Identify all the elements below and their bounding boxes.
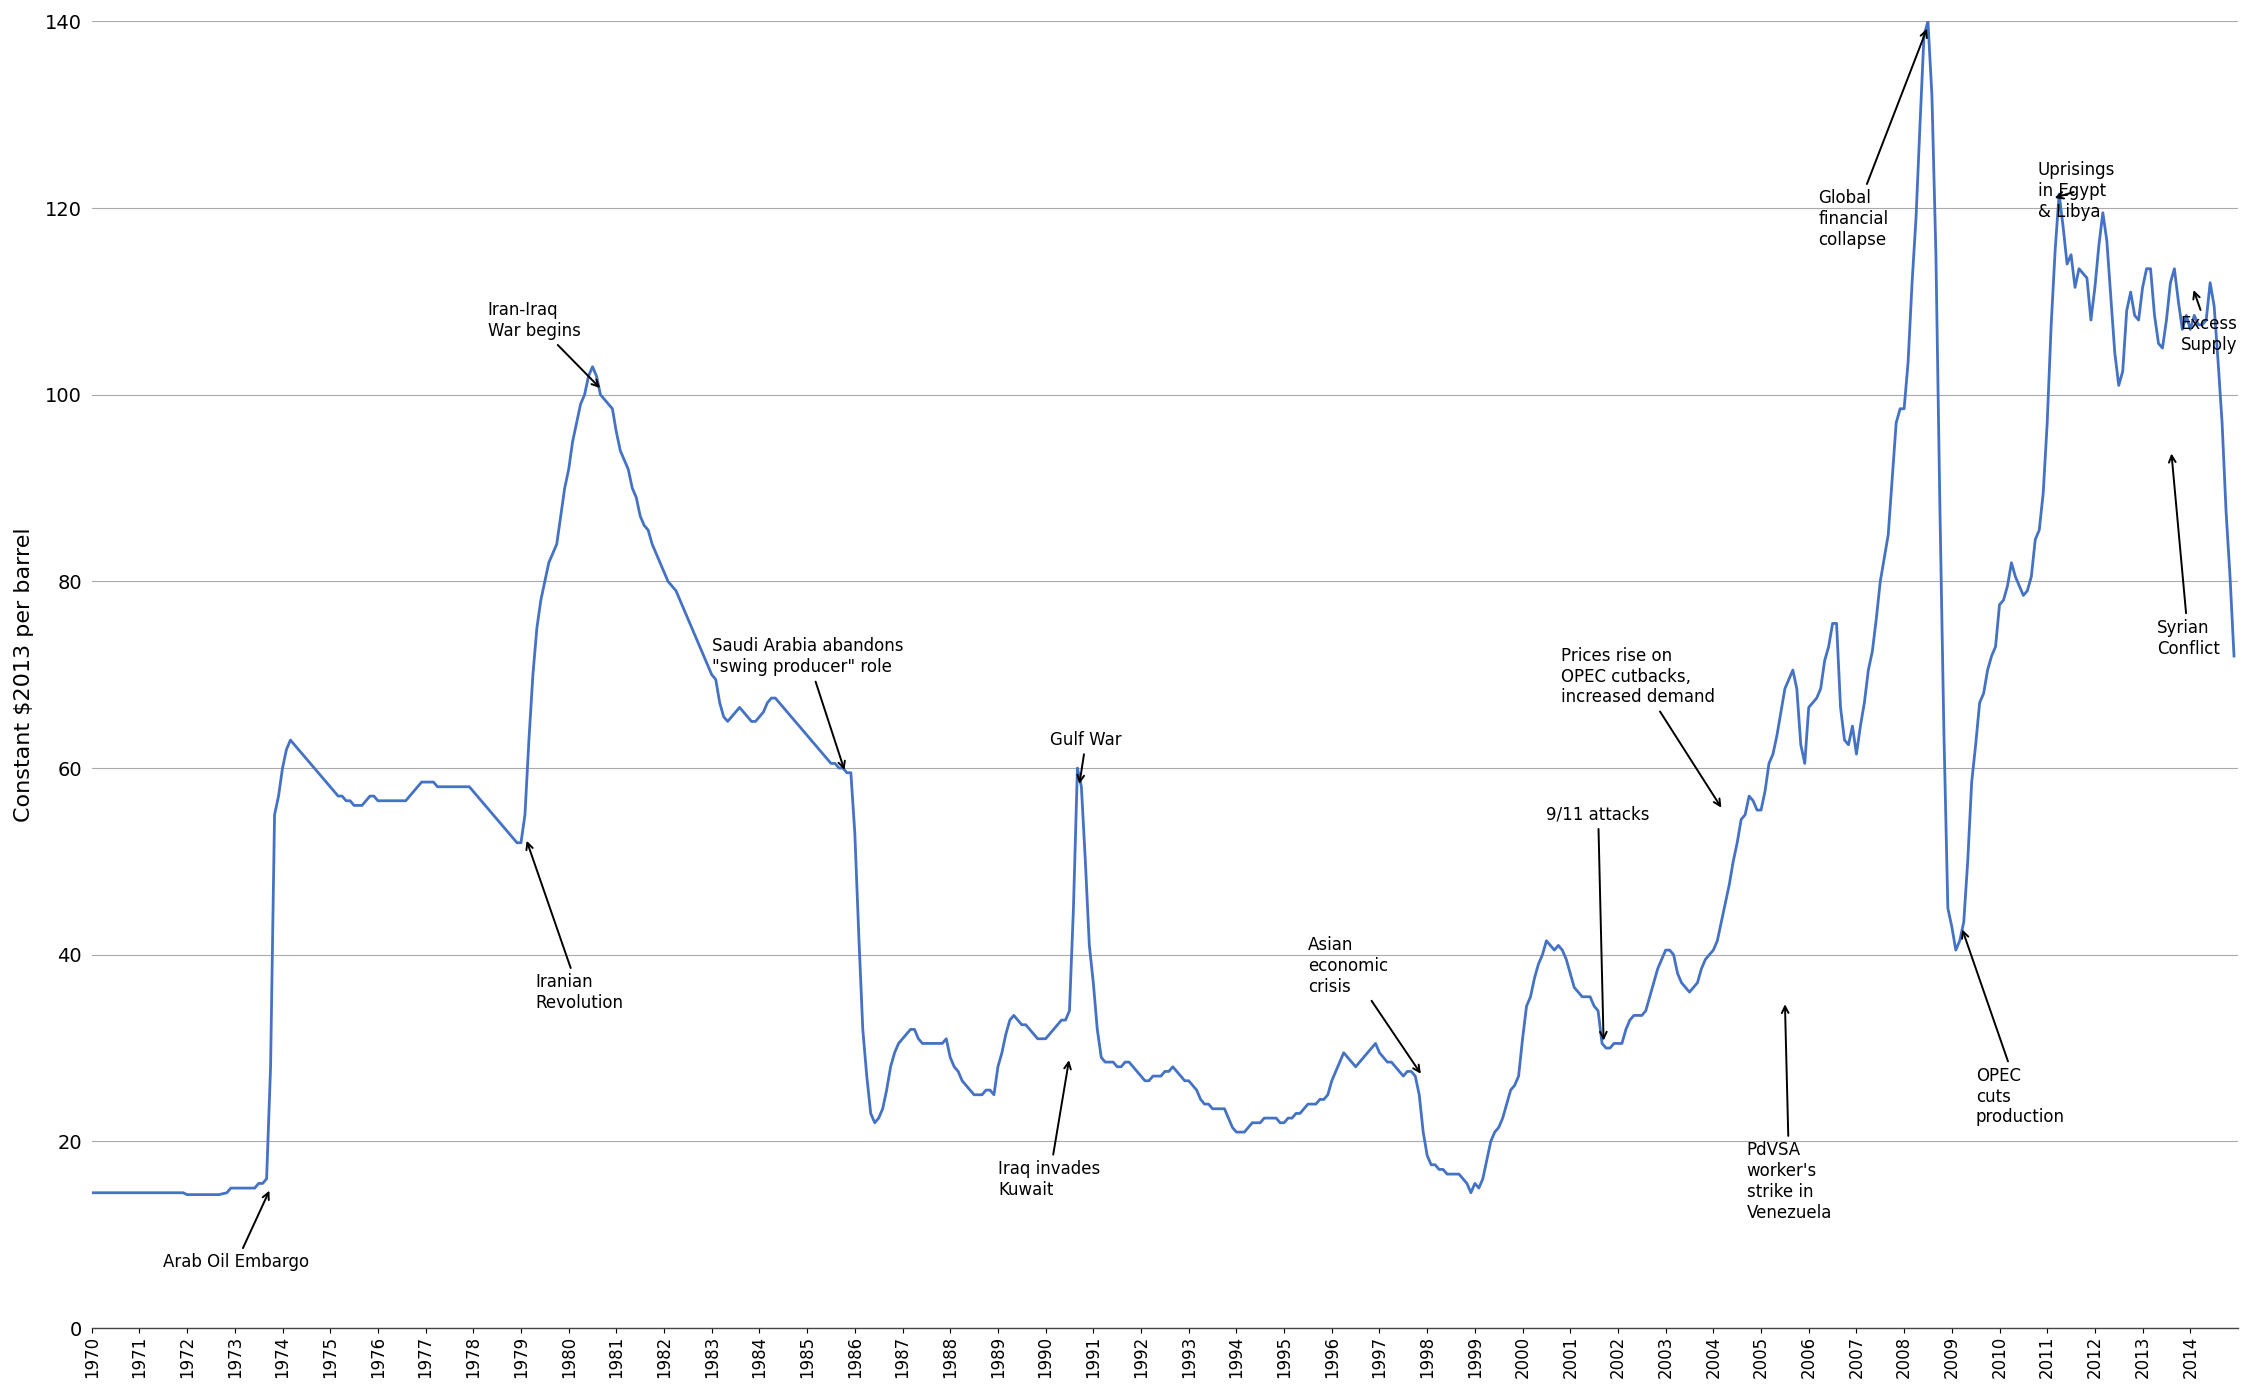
Text: 9/11 attacks: 9/11 attacks — [1547, 806, 1649, 1038]
Text: OPEC
cuts
production: OPEC cuts production — [1961, 931, 2065, 1126]
Text: Excess
Supply: Excess Supply — [2181, 292, 2237, 354]
Text: Asian
economic
crisis: Asian economic crisis — [1307, 935, 1421, 1072]
Text: Saudi Arabia abandons
"swing producer" role: Saudi Arabia abandons "swing producer" r… — [713, 638, 903, 768]
Y-axis label: Constant $2013 per barrel: Constant $2013 per barrel — [14, 528, 34, 823]
Text: Arab Oil Embargo: Arab Oil Embargo — [163, 1193, 310, 1271]
Text: Global
financial
collapse: Global financial collapse — [1819, 31, 1927, 249]
Text: Iran-Iraq
War begins: Iran-Iraq War begins — [489, 302, 599, 387]
Text: Gulf War: Gulf War — [1050, 731, 1122, 782]
Text: Iraq invades
Kuwait: Iraq invades Kuwait — [998, 1062, 1099, 1199]
Text: Prices rise on
OPEC cutbacks,
increased demand: Prices rise on OPEC cutbacks, increased … — [1561, 647, 1719, 806]
Text: Syrian
Conflict: Syrian Conflict — [2158, 455, 2219, 657]
Text: PdVSA
worker's
strike in
Venezuela: PdVSA worker's strike in Venezuela — [1746, 1006, 1832, 1222]
Text: Iranian
Revolution: Iranian Revolution — [527, 842, 624, 1012]
Text: Uprisings
in Egypt
& Libya: Uprisings in Egypt & Libya — [2038, 161, 2115, 221]
